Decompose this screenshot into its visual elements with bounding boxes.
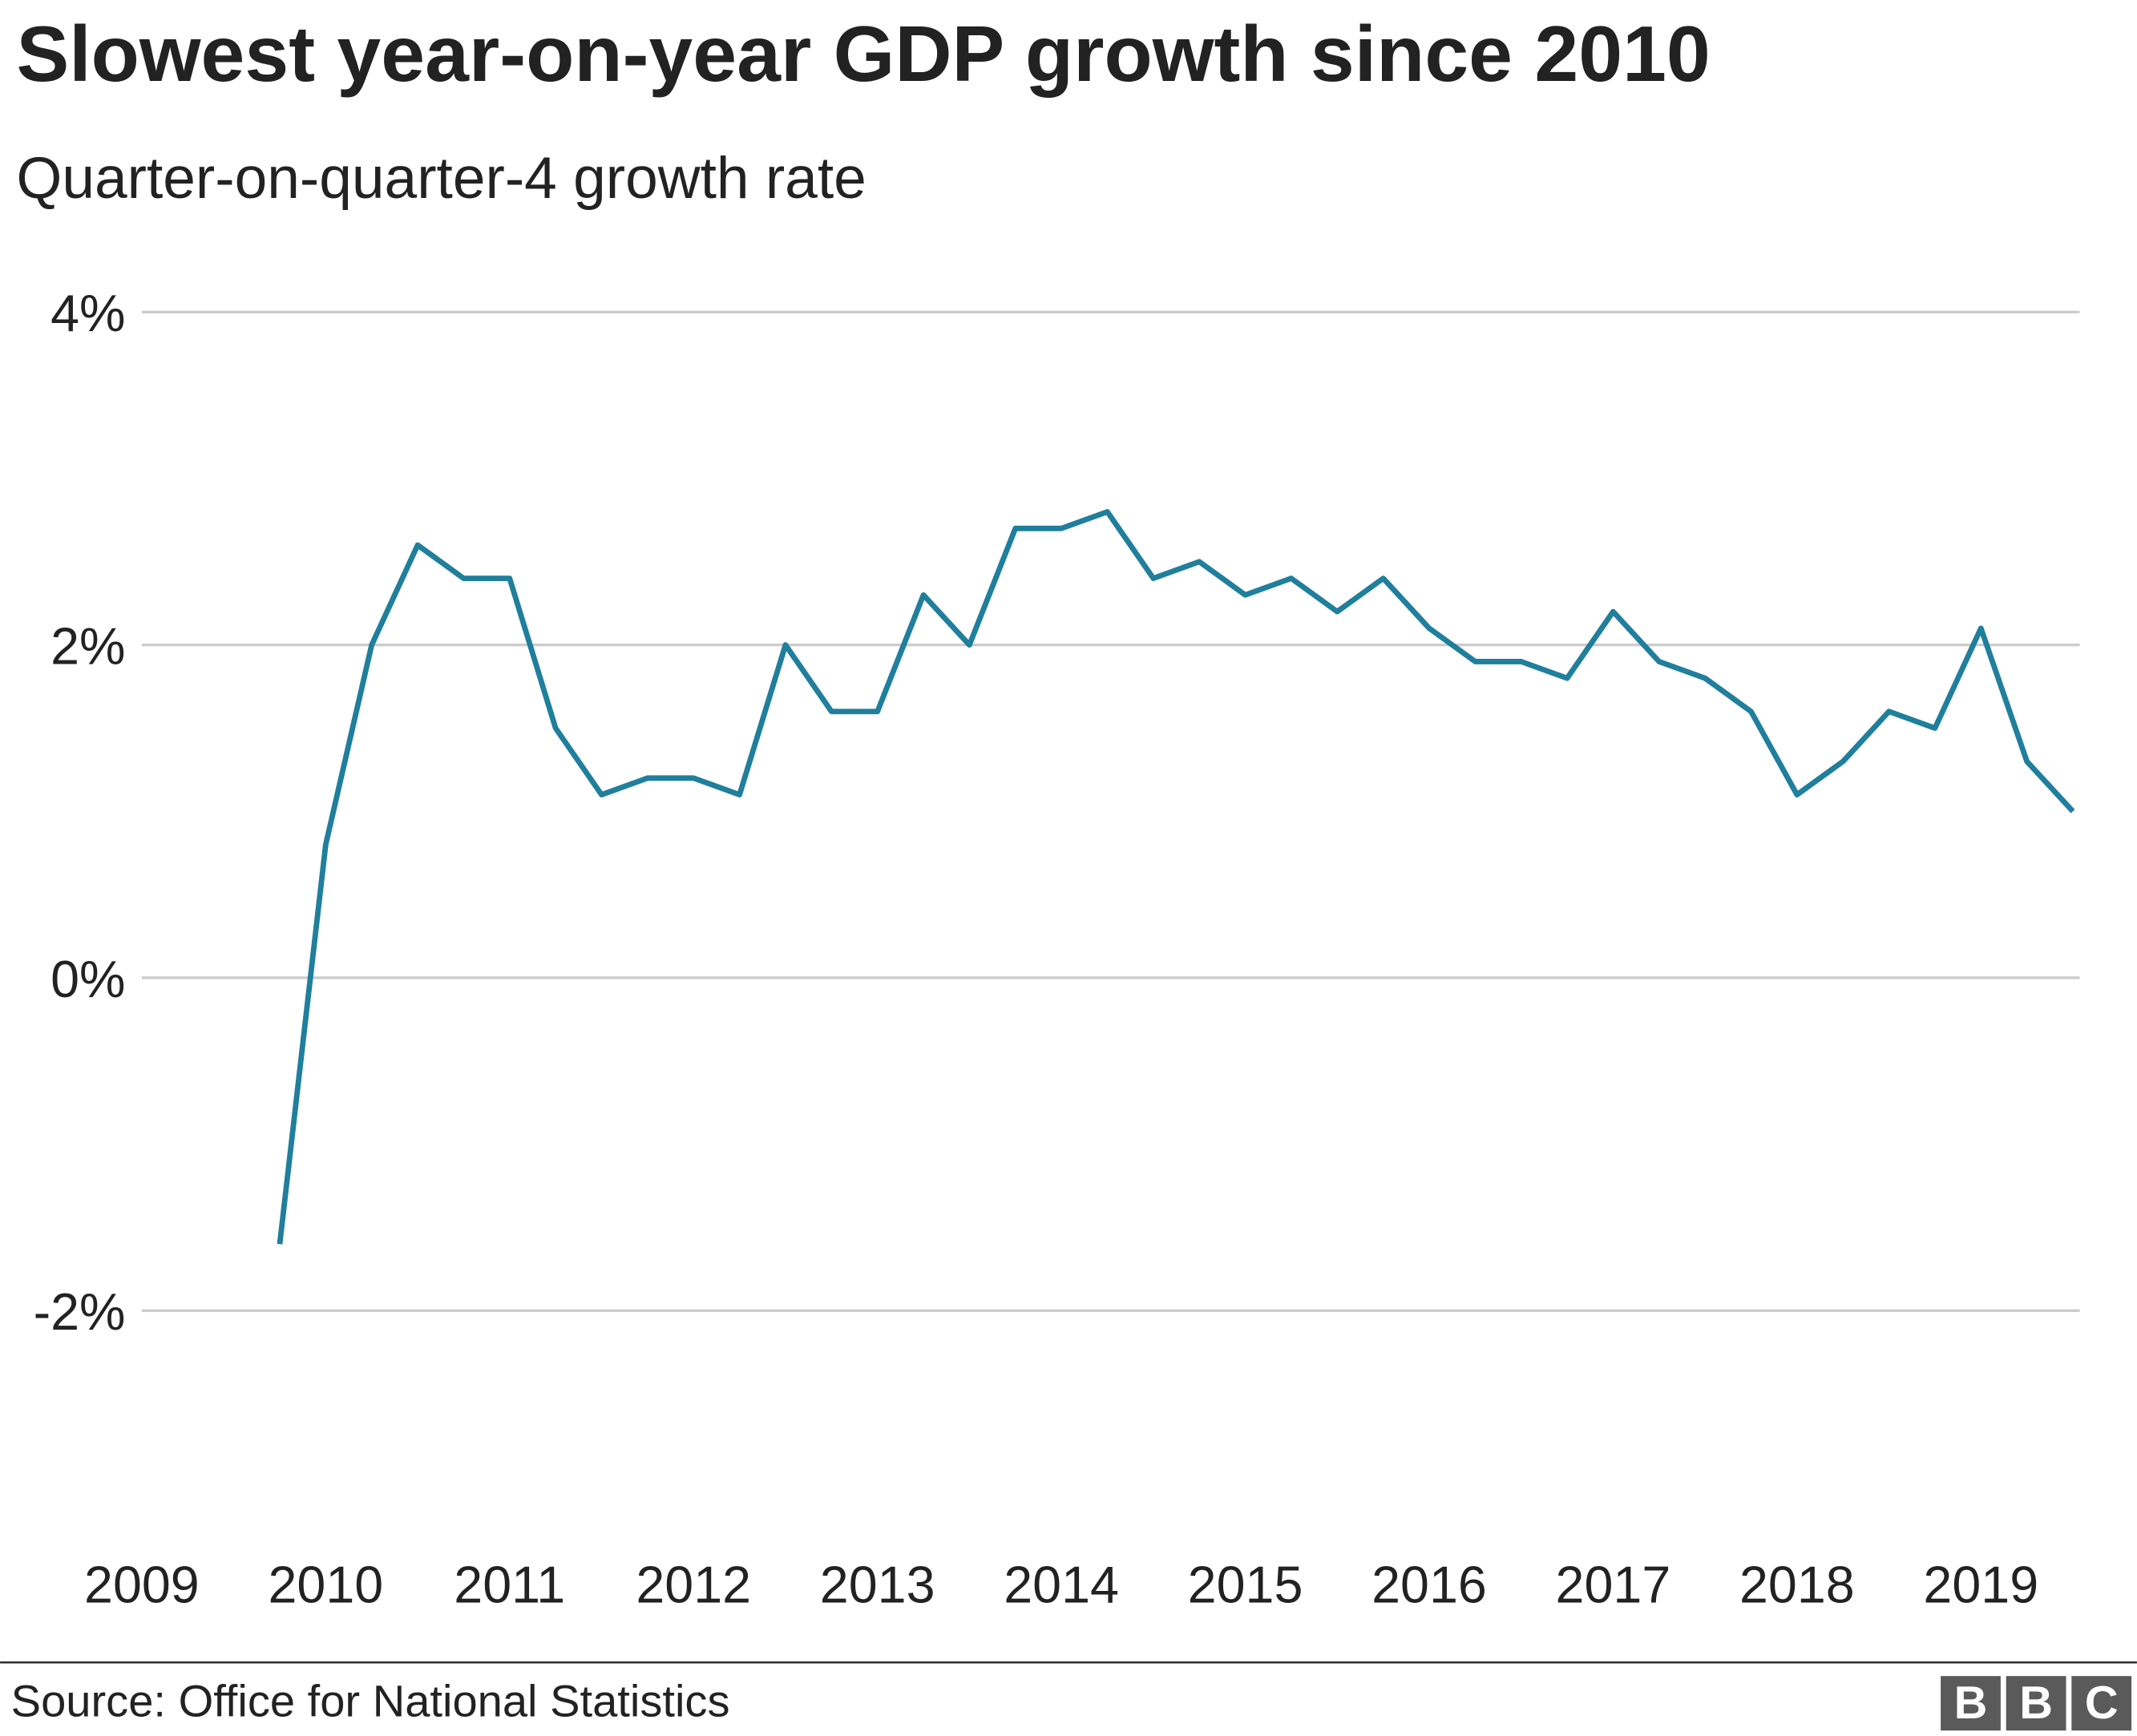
source: Source: Office for National Statistics xyxy=(11,1676,730,1726)
logo-letter: C xyxy=(2085,1677,2119,1729)
logo-block xyxy=(2071,1676,2132,1731)
x-tick-label: 2017 xyxy=(1556,1556,1671,1613)
x-tick-label: 2013 xyxy=(820,1556,935,1613)
y-tick-label: 4% xyxy=(50,285,125,342)
chart-title: Slowest year-on-year GDP growth since 20… xyxy=(16,10,1710,98)
x-tick-label: 2009 xyxy=(84,1556,200,1613)
y-tick-label: 0% xyxy=(50,951,125,1008)
x-tick-label: 2012 xyxy=(636,1556,751,1613)
x-tick-label: 2019 xyxy=(1923,1556,2038,1613)
logo-letter: B xyxy=(1954,1677,1988,1729)
x-tick-label: 2015 xyxy=(1188,1556,1303,1613)
x-tick-label: 2014 xyxy=(1004,1556,1119,1613)
y-tick-label: -2% xyxy=(34,1283,126,1341)
logo-letter: B xyxy=(2019,1677,2053,1729)
chart-subtitle: Quarter-on-quarter-4 growth rate xyxy=(16,146,866,211)
x-tick-label: 2016 xyxy=(1371,1556,1487,1613)
logo-block xyxy=(2006,1676,2066,1731)
y-tick-label: 2% xyxy=(50,618,125,676)
x-tick-label: 2011 xyxy=(454,1556,565,1613)
x-tick-label: 2010 xyxy=(268,1556,383,1613)
data-line xyxy=(277,509,2075,1245)
logo-block xyxy=(1941,1676,2001,1731)
x-tick-label: 2018 xyxy=(1739,1556,1855,1613)
